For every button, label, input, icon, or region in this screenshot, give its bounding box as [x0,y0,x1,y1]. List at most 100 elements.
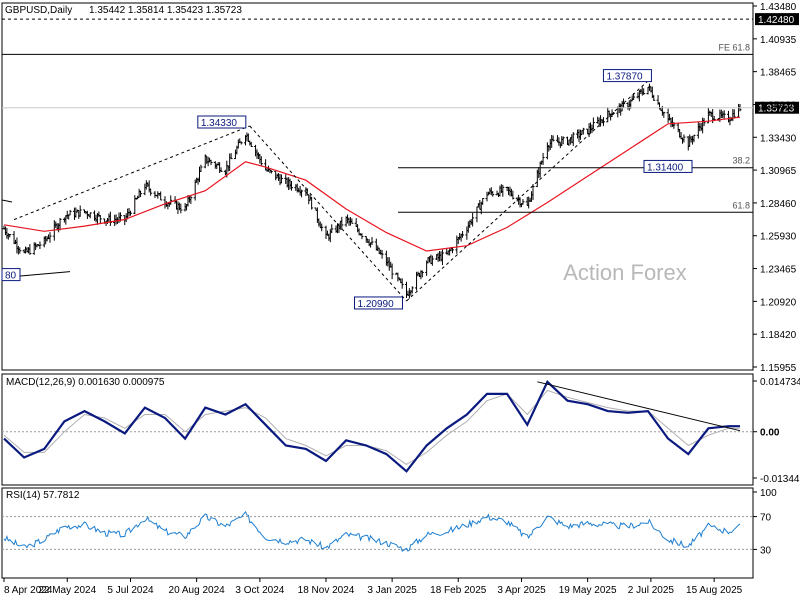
swing-line [406,79,650,302]
price-bar [249,141,253,148]
price-bar [410,286,414,294]
price-tick-label: 1.33430 [760,133,797,144]
price-label-frame [1,268,21,282]
x-tick-label: 19 May 2025 [559,585,617,596]
price-bar [330,224,334,234]
price-bar [68,209,72,216]
x-tick-label: 18 Feb 2025 [430,585,487,596]
price-label-box: 1.37870 [602,69,652,83]
price-tick-label: 1.20920 [760,297,797,308]
macd-title: MACD(12,26,9) 0.001630 0.000975 [6,377,165,388]
rsi-line [3,510,741,552]
x-tick-label: 20 Aug 2024 [169,585,226,596]
price-bar [682,134,686,143]
price-bar [430,255,434,266]
chart-header-symbol: GBPUSD,Daily [5,5,72,16]
x-tick-label: 3 Apr 2025 [497,585,546,596]
price-bar [662,111,666,118]
price-bar [475,206,479,223]
price-label-text: 1.37870 [606,72,643,83]
price-tick-label: 1.30965 [760,166,797,177]
price-tick-label: 1.43480 [760,2,797,13]
price-bar [38,241,42,249]
price-bar [652,94,656,101]
price-bar [440,249,444,266]
price-bar [98,215,102,224]
price-panel: Action Forex 1.42480 FE 61.8 38.2 61.8 1.357… [1,2,799,374]
price-bar [360,233,364,240]
price-tick-label: 1.25930 [760,232,797,243]
level-box-label: 1.42480 [758,15,795,26]
price-label-text: 1.20990 [358,299,395,310]
current-price-bg [755,101,799,114]
price-label-frame [602,69,652,83]
macd-tick-label: 0.00 [760,428,780,439]
price-label-frame [197,115,247,129]
price-tick-label: 1.18420 [760,330,797,341]
price-label-frame [643,159,693,173]
price-bar [88,212,92,219]
x-tick-label: 22 May 2024 [38,585,96,596]
price-bar [350,218,354,224]
price-bar [179,203,183,214]
rsi-tick-label: 100 [760,488,777,499]
price-tick-label: 1.38465 [760,68,797,79]
price-bar [219,167,223,172]
price-bar [622,98,626,108]
macd-main-line [3,379,740,473]
price-bar [159,191,163,201]
swing-line [249,125,407,302]
price-bar [551,135,555,142]
price-tick-label: 1.15955 [760,363,797,374]
price-bar [612,112,615,115]
price-bar [58,217,62,231]
price-bar [300,189,304,198]
price-bar [521,199,525,205]
current-price-label: 1.35723 [758,104,795,115]
price-bar [481,198,485,205]
macd-panel: 0.014734 0.00 -0.013442 MACD(12,26,9) 0.00… [2,377,800,485]
price-bar [209,159,213,166]
price-bar [290,180,293,191]
x-tick-label: 8 Apr 2024 [4,585,53,596]
price-bar [722,110,726,120]
resistance-stub [1,199,13,203]
trend-channel-line [13,125,250,221]
price-bar [320,223,324,232]
price-bar [400,278,404,289]
price-label-box: 1.34330 [197,115,247,129]
price-bar [591,117,595,130]
price-bar [149,188,153,196]
price-bar [48,232,52,243]
price-tick-label: 1.28460 [760,199,797,210]
price-bar [541,152,545,165]
price-bar [571,132,575,146]
price-bar [78,205,82,217]
macd-tick-label: -0.013442 [760,474,800,485]
level-box-bg [755,13,799,26]
macd-frame [1,373,754,486]
price-tick-label: 1.35920 [760,100,797,111]
rsi-tick-label: 70 [760,513,772,524]
price-label-text: 1.31400 [647,162,684,173]
price-bar [108,211,112,226]
price-bar [153,191,157,198]
price-bar [732,109,736,119]
price-bar [692,134,696,143]
price-label-box: 1.20990 [354,296,403,310]
rsi-frame [1,487,754,579]
price-bar [199,164,203,172]
level-price-box: 1.42480 [755,13,799,26]
rsi-title: RSI(14) 57.7812 [6,490,80,501]
price-bar [279,174,283,184]
price-bar [239,141,243,145]
price-bar [471,212,475,227]
price-bar [390,263,394,280]
level-label: FE 61.8 [718,42,750,52]
price-bar [712,115,716,120]
price-label-box: 1.31400 [643,159,693,173]
price-bar [310,196,314,210]
chart-header-ohlc: 1.35442 1.35814 1.35423 1.35723 [89,5,242,16]
